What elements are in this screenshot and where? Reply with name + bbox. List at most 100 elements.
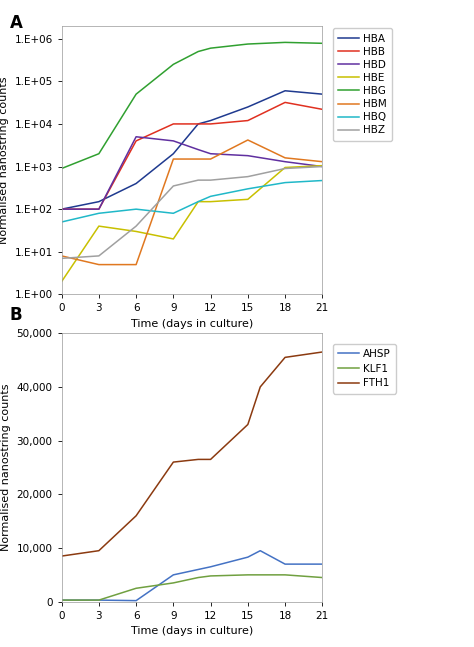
AHSP: [282, 560, 288, 568]
HBZ: [319, 162, 325, 170]
HBZ: [195, 176, 201, 184]
Line: HBB: HBB: [62, 102, 322, 209]
HBZ: [59, 254, 64, 262]
AHSP: [208, 563, 213, 571]
FTH1: [195, 455, 201, 463]
HBE: [59, 278, 64, 285]
Line: HBD: HBD: [62, 137, 322, 209]
HBE: [195, 198, 201, 206]
Line: HBZ: HBZ: [62, 166, 322, 258]
KLF1: [319, 574, 325, 582]
HBG: [195, 48, 201, 56]
HBA: [195, 120, 201, 128]
KLF1: [282, 571, 288, 578]
HBM: [319, 158, 325, 166]
HBZ: [171, 182, 176, 190]
HBA: [282, 87, 288, 94]
KLF1: [59, 597, 64, 604]
KLF1: [171, 579, 176, 587]
HBM: [245, 136, 251, 144]
HBM: [282, 154, 288, 162]
HBB: [133, 137, 139, 145]
AHSP: [195, 565, 201, 573]
HBQ: [319, 177, 325, 184]
HBE: [171, 235, 176, 243]
HBD: [59, 205, 64, 213]
HBE: [319, 162, 325, 170]
FTH1: [319, 348, 325, 356]
HBD: [96, 205, 102, 213]
X-axis label: Time (days in culture): Time (days in culture): [131, 626, 253, 636]
HBE: [282, 164, 288, 171]
HBB: [96, 205, 102, 213]
HBG: [96, 150, 102, 158]
Line: KLF1: KLF1: [62, 575, 322, 600]
Legend: HBA, HBB, HBD, HBE, HBG, HBM, HBQ, HBZ: HBA, HBB, HBD, HBE, HBG, HBM, HBQ, HBZ: [333, 28, 392, 140]
HBZ: [96, 252, 102, 260]
KLF1: [257, 571, 263, 578]
X-axis label: Time (days in culture): Time (days in culture): [131, 319, 253, 329]
HBM: [171, 155, 176, 163]
Line: AHSP: AHSP: [62, 551, 322, 600]
Line: HBQ: HBQ: [62, 181, 322, 222]
HBD: [282, 158, 288, 166]
HBM: [133, 261, 139, 269]
HBE: [208, 198, 213, 206]
Line: HBE: HBE: [62, 166, 322, 281]
Text: A: A: [9, 14, 22, 32]
FTH1: [257, 383, 263, 391]
HBE: [96, 222, 102, 230]
HBD: [133, 133, 139, 140]
AHSP: [171, 571, 176, 578]
Y-axis label: Normalised nanostring counts: Normalised nanostring counts: [0, 76, 9, 244]
HBG: [282, 39, 288, 47]
AHSP: [96, 597, 102, 604]
HBQ: [133, 205, 139, 213]
Line: HBA: HBA: [62, 91, 322, 209]
KLF1: [195, 574, 201, 582]
HBZ: [133, 222, 139, 230]
HBB: [171, 120, 176, 128]
HBM: [208, 155, 213, 163]
AHSP: [133, 597, 139, 604]
HBB: [282, 98, 288, 106]
HBZ: [282, 164, 288, 172]
KLF1: [96, 597, 102, 604]
HBD: [171, 137, 176, 145]
HBZ: [245, 173, 251, 181]
HBM: [96, 261, 102, 269]
Line: HBG: HBG: [62, 43, 322, 168]
HBE: [133, 228, 139, 236]
HBQ: [245, 185, 251, 193]
HBQ: [282, 179, 288, 186]
Legend: AHSP, KLF1, FTH1: AHSP, KLF1, FTH1: [333, 344, 396, 393]
AHSP: [257, 547, 263, 554]
HBA: [133, 180, 139, 188]
HBG: [59, 164, 64, 172]
HBG: [133, 91, 139, 98]
HBA: [245, 103, 251, 111]
Line: HBM: HBM: [62, 140, 322, 265]
HBQ: [59, 218, 64, 226]
HBB: [208, 120, 213, 128]
HBA: [171, 150, 176, 158]
KLF1: [133, 584, 139, 592]
FTH1: [59, 552, 64, 560]
FTH1: [96, 547, 102, 554]
AHSP: [319, 560, 325, 568]
FTH1: [282, 353, 288, 361]
HBB: [319, 105, 325, 113]
HBG: [245, 40, 251, 48]
HBZ: [208, 176, 213, 184]
HBE: [245, 195, 251, 203]
HBQ: [96, 210, 102, 217]
KLF1: [208, 572, 213, 580]
FTH1: [133, 512, 139, 520]
Line: FTH1: FTH1: [62, 352, 322, 556]
HBQ: [171, 210, 176, 217]
Y-axis label: Normalised nanostring counts: Normalised nanostring counts: [1, 384, 11, 551]
HBQ: [208, 192, 213, 200]
HBG: [171, 60, 176, 68]
KLF1: [245, 571, 251, 578]
HBD: [208, 150, 213, 158]
